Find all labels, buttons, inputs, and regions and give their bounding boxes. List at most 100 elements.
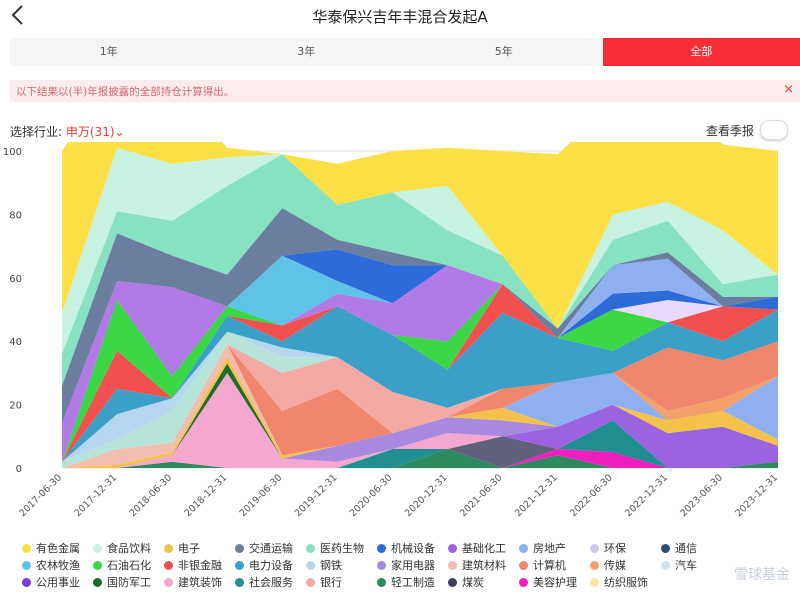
chevron-left-icon[interactable] [8, 4, 30, 26]
legend-dot [93, 561, 102, 570]
close-icon[interactable]: × [783, 82, 794, 97]
tab-5y[interactable]: 5年 [494, 45, 513, 58]
legend-item[interactable]: 钢铁 [306, 557, 342, 573]
notice-banner: 以下结果以(半)年报披露的全部持仓计算得出。 × [10, 80, 800, 102]
y-axis: 0 20 40 60 80 100 [3, 147, 22, 475]
legend-item[interactable]: 计算机 [519, 557, 566, 573]
x-tick-label: 2018-12-31 [183, 472, 230, 519]
legend-item[interactable]: 电子 [164, 540, 200, 556]
industry-filter[interactable]: 选择行业: 申万(31)⌄ [10, 123, 125, 140]
notice-text: 以下结果以(半)年报披露的全部持仓计算得出。 [16, 86, 235, 98]
legend-label: 有色金属 [36, 542, 80, 555]
legend-label: 计算机 [533, 559, 566, 572]
season-toggle[interactable] [760, 120, 788, 140]
legend-label: 基础化工 [462, 542, 506, 555]
legend-item[interactable]: 石油石化 [93, 557, 151, 573]
x-tick-label: 2018-06-30 [127, 472, 174, 519]
legend-dot [448, 544, 457, 553]
legend-item[interactable]: 农林牧渔 [22, 557, 80, 573]
chart-areas [62, 142, 778, 468]
x-tick-label: 2021-12-31 [513, 472, 560, 519]
legend-label: 交通运输 [249, 542, 293, 555]
season-label: 查看季报 [705, 123, 754, 138]
legend-item[interactable]: 煤炭 [448, 574, 484, 590]
legend-item[interactable]: 医药生物 [306, 540, 364, 556]
legend-dot [590, 544, 599, 553]
legend-item[interactable]: 环保 [590, 540, 626, 556]
legend-item[interactable]: 美容护理 [519, 574, 577, 590]
legend-item[interactable]: 交通运输 [235, 540, 293, 556]
legend-label: 石油石化 [107, 559, 151, 572]
legend-dot [306, 561, 315, 570]
legend-item[interactable]: 家用电器 [377, 557, 435, 573]
legend-label: 农林牧渔 [36, 559, 80, 572]
legend-label: 非银金融 [178, 559, 222, 572]
legend-dot [22, 578, 31, 587]
x-tick-label: 2020-06-30 [348, 472, 395, 519]
legend-item[interactable]: 社会服务 [235, 574, 293, 590]
legend-label: 建筑装饰 [178, 576, 222, 589]
legend-item[interactable]: 机械设备 [377, 540, 435, 556]
legend-item[interactable]: 汽车 [661, 557, 697, 573]
period-tabs: 1年 3年 5年 全部 [10, 38, 800, 66]
legend-label: 机械设备 [391, 542, 435, 555]
tab-1y[interactable]: 1年 [99, 45, 118, 58]
legend-label: 银行 [320, 576, 342, 589]
watermark: 雪球基金 [734, 567, 790, 583]
legend-item[interactable]: 基础化工 [448, 540, 506, 556]
legend-label: 环保 [604, 542, 626, 555]
legend-dot [448, 561, 457, 570]
y-tick-label: 20 [9, 401, 22, 412]
legend-item[interactable]: 电力设备 [235, 557, 293, 573]
legend-label: 医药生物 [320, 542, 364, 555]
area-series [62, 249, 778, 424]
legend-item[interactable]: 房地产 [519, 540, 566, 556]
page-title: 华泰保兴吉年丰混合发起A [312, 8, 488, 26]
legend-item[interactable]: 建筑装饰 [164, 574, 222, 590]
filter-value[interactable]: 申万(31) [65, 125, 115, 139]
tab-3y[interactable]: 3年 [297, 45, 316, 58]
legend-dot [164, 578, 173, 587]
legend-item[interactable]: 食品饮料 [93, 540, 151, 556]
x-tick-label: 2020-12-31 [403, 472, 450, 519]
x-tick-label: 2021-06-30 [458, 472, 505, 519]
legend-item[interactable]: 有色金属 [22, 540, 80, 556]
legend-label: 汽车 [675, 559, 697, 572]
legend-dot [164, 561, 173, 570]
legend-item[interactable]: 银行 [306, 574, 342, 590]
legend-item[interactable]: 传媒 [590, 557, 626, 573]
legend-dot [306, 544, 315, 553]
area-series [62, 255, 778, 424]
x-tick-label: 2023-06-30 [678, 472, 725, 519]
area-series [62, 306, 778, 462]
area-series [62, 363, 778, 468]
y-tick-label: 0 [16, 464, 22, 475]
legend-dot [448, 578, 457, 587]
area-series [62, 142, 778, 329]
area-series [62, 357, 778, 468]
filter-label: 选择行业: [10, 125, 63, 139]
legend-item[interactable]: 国防军工 [93, 574, 151, 590]
legend-dot [377, 561, 386, 570]
area-series [62, 147, 778, 354]
legend-item[interactable]: 纺织服饰 [590, 574, 648, 590]
x-tick-label: 2019-12-31 [293, 472, 340, 519]
x-axis: 2017-06-30 2017-12-31 2018-06-30 2018-12-31… [17, 472, 780, 519]
x-tick-label: 2019-06-30 [238, 472, 285, 519]
legend-dot [519, 544, 528, 553]
legend-item[interactable]: 轻工制造 [377, 574, 435, 590]
legend-item[interactable]: 建筑材料 [448, 557, 506, 573]
area-series [62, 344, 778, 468]
legend-item[interactable]: 非银金融 [164, 557, 222, 573]
legend-label: 纺织服饰 [604, 576, 648, 589]
x-tick-label: 2017-12-31 [72, 472, 119, 519]
legend-label: 建筑材料 [462, 559, 506, 572]
area-series [62, 284, 778, 462]
legend-item[interactable]: 公用事业 [22, 574, 80, 590]
legend-dot [377, 578, 386, 587]
legend-dot [93, 544, 102, 553]
tab-all[interactable]: 全部 [602, 38, 800, 66]
chevron-down-icon[interactable]: ⌄ [114, 125, 125, 139]
legend-item[interactable]: 通信 [661, 540, 697, 556]
legend-dot [235, 544, 244, 553]
